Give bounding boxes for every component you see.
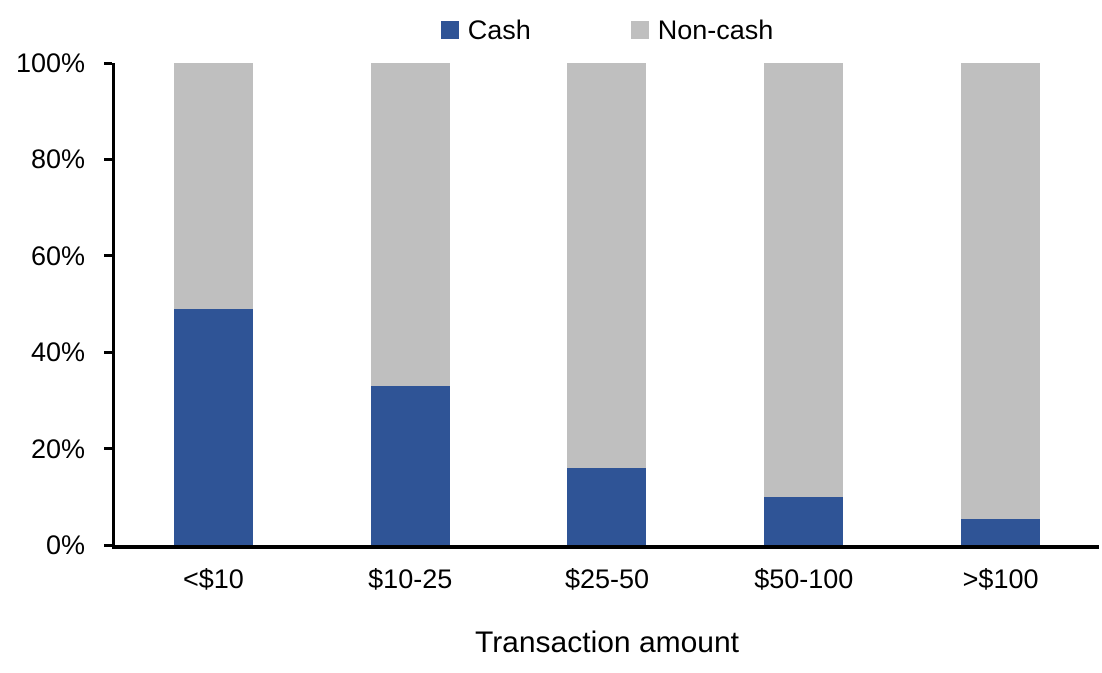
y-axis-tick	[104, 544, 112, 547]
legend: Cash Non-cash	[115, 12, 1099, 48]
y-tick-label: 40%	[30, 337, 85, 368]
stacked-bar	[370, 63, 450, 545]
stacked-bar	[173, 63, 253, 545]
x-tick-label: $10-25	[368, 564, 453, 594]
y-tick-label: 80%	[30, 144, 85, 175]
bar-segment-non-cash	[567, 63, 647, 468]
y-axis-line	[112, 63, 115, 549]
y-axis-tick	[104, 158, 112, 161]
bar-slot	[312, 63, 509, 545]
bar-slot	[509, 63, 706, 545]
y-axis-tick	[104, 254, 112, 257]
y-axis-tick	[104, 351, 112, 354]
stacked-bar	[567, 63, 647, 545]
y-axis-labels: 0% 20% 40% 60% 80% 100%	[0, 48, 85, 560]
bar-slot	[705, 63, 902, 545]
bar-segment-cash	[370, 385, 450, 545]
bar-slot	[115, 63, 312, 545]
legend-label-noncash: Non-cash	[657, 14, 774, 45]
bar-segment-non-cash	[173, 63, 253, 309]
y-tick-label: 0%	[45, 530, 85, 560]
noncash-swatch-icon	[630, 21, 649, 39]
y-tick-label: 60%	[30, 240, 85, 271]
cash-swatch-icon	[440, 21, 459, 39]
x-axis-labels: <$10 $10-25 $25-50 $50-100 >$100	[115, 560, 1099, 598]
stacked-bar	[961, 63, 1041, 545]
x-axis-title: Transaction amount	[474, 626, 740, 659]
x-tick-label: $25-50	[564, 564, 650, 594]
y-tick-label: 20%	[30, 433, 85, 464]
x-tick-label: $50-100	[754, 564, 854, 594]
y-tick-label: 100%	[15, 48, 85, 78]
legend-item-noncash: Non-cash	[630, 14, 774, 45]
legend-label-cash: Cash	[467, 14, 531, 45]
bar-segment-non-cash	[764, 63, 844, 497]
bar-segment-non-cash	[961, 63, 1041, 519]
y-axis-tick	[104, 447, 112, 450]
bar-segment-cash	[567, 467, 647, 545]
y-axis-tick	[104, 62, 112, 65]
x-tick-label: >$100	[962, 564, 1039, 594]
bar-slot	[902, 63, 1099, 545]
x-axis-line	[112, 545, 1099, 549]
stacked-bar	[764, 63, 844, 545]
plot-area	[115, 63, 1099, 545]
bar-segment-cash	[961, 518, 1041, 545]
bar-segment-non-cash	[370, 63, 450, 386]
bar-segment-cash	[764, 496, 844, 545]
bar-segment-cash	[173, 308, 253, 545]
x-tick-label: <$10	[182, 564, 244, 594]
legend-item-cash: Cash	[440, 14, 531, 45]
